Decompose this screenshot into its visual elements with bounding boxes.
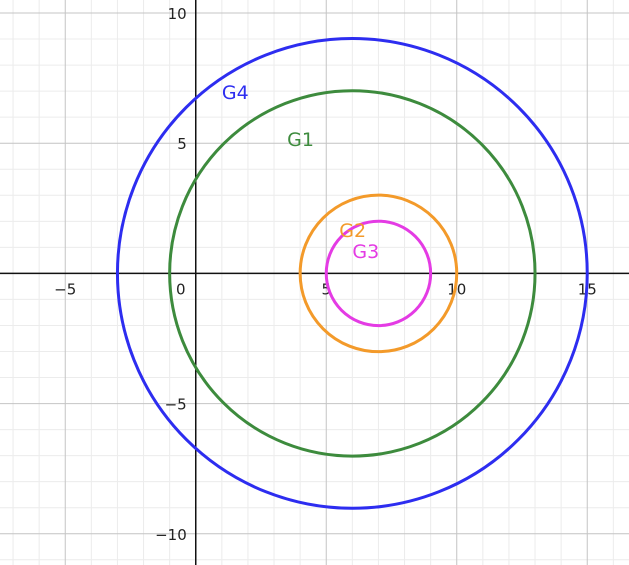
circle-g1[interactable] xyxy=(168,89,537,458)
y-tick-label: 10 xyxy=(168,5,187,23)
curve-label-g4: G4 xyxy=(222,82,249,104)
x-tick-label: 0 xyxy=(176,280,186,298)
y-tick-label: 5 xyxy=(177,135,187,153)
curve-label-g1: G1 xyxy=(287,129,314,151)
x-tick-label: 10 xyxy=(447,280,466,298)
y-tick-label: −5 xyxy=(165,396,187,414)
x-tick-label: −5 xyxy=(54,280,76,298)
curve-label-g2: G2 xyxy=(339,220,366,242)
curves xyxy=(115,36,589,510)
y-tick-label: −10 xyxy=(155,526,187,544)
circle-g4[interactable] xyxy=(115,36,589,510)
circle-g3[interactable] xyxy=(324,219,433,328)
curve-label-g3: G3 xyxy=(352,241,379,263)
x-tick-label: 5 xyxy=(321,280,331,298)
circle-g2[interactable] xyxy=(298,193,459,354)
